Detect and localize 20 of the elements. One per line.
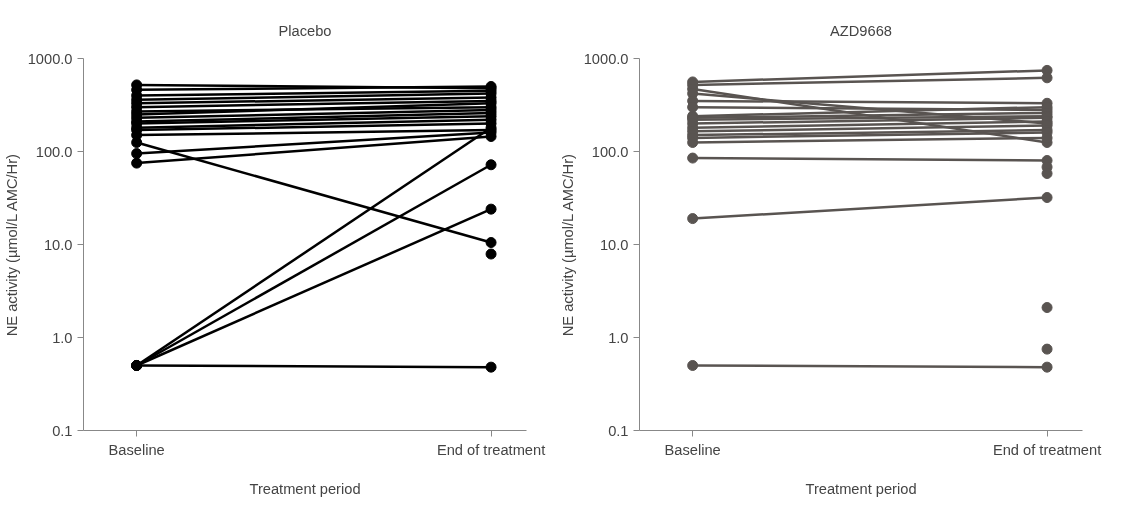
x-tick-label: End of treatment: [992, 441, 1102, 458]
y-axis-title: NE activity (µmol/L AMC/Hr): [3, 154, 20, 337]
y-tick-label: 100.0: [35, 143, 73, 160]
y-tick-label: 10.0: [599, 236, 629, 253]
x-tick-label: End of treatment: [436, 441, 546, 458]
y-tick-label: 0.1: [52, 422, 73, 439]
y-tick-label: 0.1: [608, 422, 629, 439]
x-tick-label: Baseline: [664, 441, 721, 458]
chart-title: Placebo: [278, 22, 332, 39]
y-tick-label: 10.0: [43, 236, 73, 253]
x-axis-title: Treatment period: [249, 480, 361, 497]
y-axis-title: NE activity (µmol/L AMC/Hr): [559, 154, 576, 337]
y-tick-label: 1000.0: [27, 50, 73, 67]
chart-title: AZD9668: [830, 22, 892, 39]
y-tick-label: 1000.0: [583, 50, 629, 67]
x-tick-label: Baseline: [108, 441, 165, 458]
y-tick-label: 1.0: [52, 329, 73, 346]
y-tick-label: 1.0: [608, 329, 629, 346]
x-axis-title: Treatment period: [805, 480, 917, 497]
y-tick-label: 100.0: [591, 143, 629, 160]
